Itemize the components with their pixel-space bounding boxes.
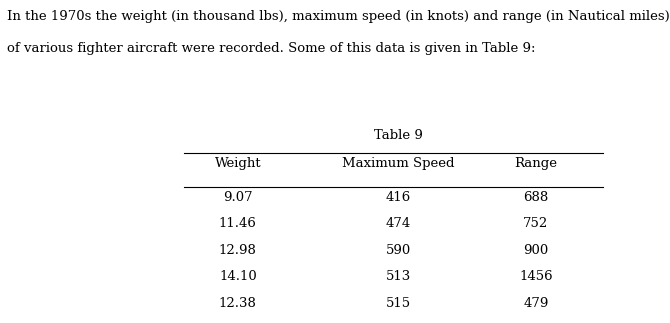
Text: 590: 590 (386, 244, 411, 256)
Text: 479: 479 (523, 297, 549, 309)
Text: 416: 416 (386, 191, 411, 203)
Text: Weight: Weight (214, 157, 261, 170)
Text: of various fighter aircraft were recorded. Some of this data is given in Table 9: of various fighter aircraft were recorde… (7, 42, 535, 55)
Text: 9.07: 9.07 (223, 191, 253, 203)
Text: 688: 688 (523, 191, 549, 203)
Text: 900: 900 (523, 244, 549, 256)
Text: 1456: 1456 (519, 270, 553, 283)
Text: 474: 474 (386, 217, 411, 230)
Text: Maximum Speed: Maximum Speed (342, 157, 455, 170)
Text: 515: 515 (386, 297, 411, 309)
Text: 14.10: 14.10 (219, 270, 257, 283)
Text: Table 9: Table 9 (375, 129, 423, 142)
Text: 12.98: 12.98 (219, 244, 257, 256)
Text: Range: Range (515, 157, 557, 170)
Text: 513: 513 (386, 270, 411, 283)
Text: 12.38: 12.38 (219, 297, 257, 309)
Text: In the 1970s the weight (in thousand lbs), maximum speed (in knots) and range (i: In the 1970s the weight (in thousand lbs… (7, 10, 669, 23)
Text: 752: 752 (523, 217, 549, 230)
Text: 11.46: 11.46 (219, 217, 257, 230)
